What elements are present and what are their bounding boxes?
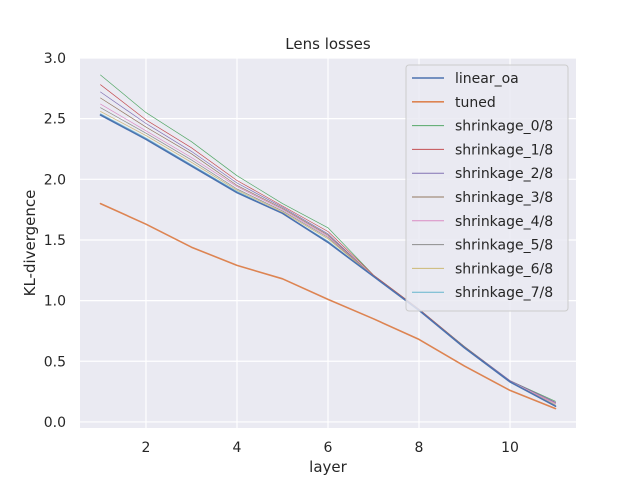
y-tick-label: 2.0 — [44, 172, 66, 188]
legend-label: shrinkage_2/8 — [455, 166, 553, 182]
legend-label: tuned — [455, 95, 496, 111]
y-tick-label: 3.0 — [44, 51, 66, 67]
y-tick-label: 1.0 — [44, 294, 66, 310]
series-layer — [99, 74, 557, 410]
legend-label: shrinkage_0/8 — [455, 119, 553, 135]
x-tick-label: 6 — [324, 440, 333, 456]
x-axis-ticks: 2 4 6 8 10 — [142, 440, 519, 456]
legend-label: shrinkage_6/8 — [455, 261, 553, 277]
series-line — [99, 114, 557, 408]
y-tick-label: 2.5 — [44, 112, 66, 128]
x-axis-label: layer — [309, 458, 347, 476]
legend-box — [405, 64, 569, 312]
x-tick-label: 2 — [142, 440, 151, 456]
x-tick-label: 4 — [233, 440, 242, 456]
legend-label: linear_oa — [455, 71, 519, 87]
legend-label: shrinkage_1/8 — [455, 142, 553, 158]
x-tick-label: 10 — [501, 440, 519, 456]
legend-label: shrinkage_3/8 — [455, 190, 553, 206]
chart-title: Lens losses — [285, 35, 371, 53]
y-tick-label: 0.5 — [44, 354, 66, 370]
x-tick-label: 8 — [415, 440, 424, 456]
legend-label: shrinkage_5/8 — [455, 238, 553, 254]
y-axis-label: KL-divergence — [21, 190, 39, 297]
y-tick-label: 0.0 — [44, 415, 66, 431]
series-line — [99, 202, 557, 410]
legend-label: shrinkage_7/8 — [455, 285, 553, 301]
legend-label: shrinkage_4/8 — [455, 214, 553, 230]
y-axis-ticks: 0.0 0.5 1.0 1.5 2.0 2.5 3.0 — [44, 51, 66, 431]
y-tick-label: 1.5 — [44, 233, 66, 249]
